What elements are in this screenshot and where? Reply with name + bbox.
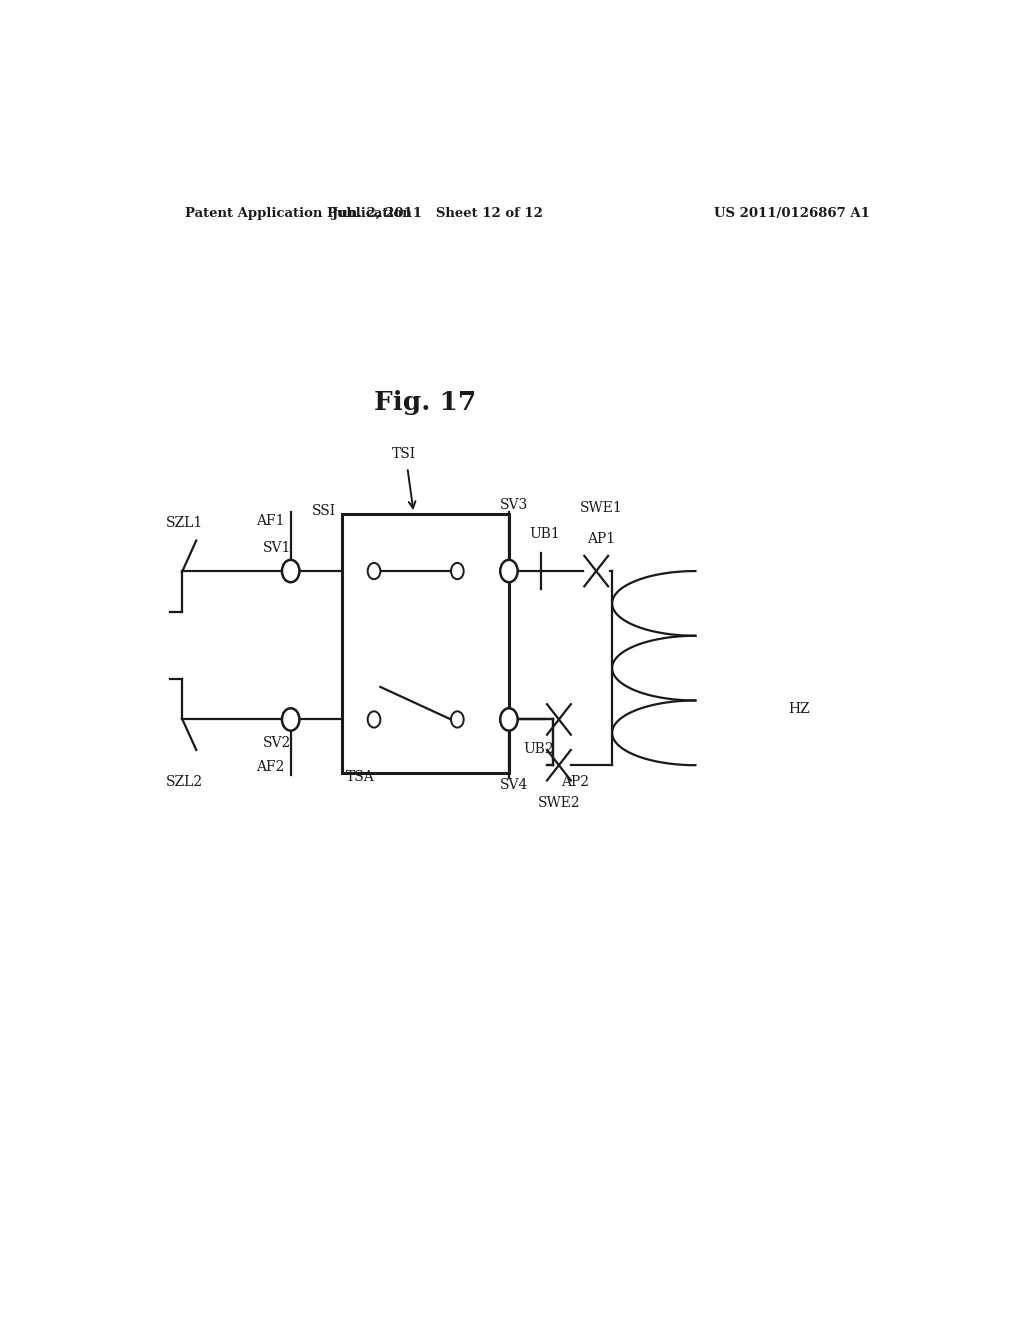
Text: AP1: AP1 bbox=[587, 532, 614, 545]
Text: Patent Application Publication: Patent Application Publication bbox=[185, 207, 412, 220]
Text: SSI: SSI bbox=[312, 504, 336, 519]
Text: AF1: AF1 bbox=[257, 515, 285, 528]
Text: SWE1: SWE1 bbox=[581, 502, 623, 515]
Circle shape bbox=[282, 709, 299, 731]
Text: Jun. 2, 2011   Sheet 12 of 12: Jun. 2, 2011 Sheet 12 of 12 bbox=[332, 207, 543, 220]
Text: SWE2: SWE2 bbox=[538, 796, 581, 809]
Text: SV3: SV3 bbox=[500, 498, 527, 512]
Text: SZL1: SZL1 bbox=[166, 516, 204, 531]
Text: AF2: AF2 bbox=[257, 760, 285, 774]
Circle shape bbox=[451, 711, 464, 727]
Text: HZ: HZ bbox=[788, 702, 810, 715]
Text: US 2011/0126867 A1: US 2011/0126867 A1 bbox=[714, 207, 870, 220]
Circle shape bbox=[282, 560, 299, 582]
Text: AP2: AP2 bbox=[561, 775, 589, 789]
Text: Fig. 17: Fig. 17 bbox=[375, 389, 477, 414]
Text: TSI: TSI bbox=[391, 447, 416, 461]
Text: SV4: SV4 bbox=[500, 779, 527, 792]
Circle shape bbox=[368, 711, 380, 727]
Circle shape bbox=[500, 709, 518, 731]
Text: SZL2: SZL2 bbox=[166, 775, 203, 789]
Text: TSA: TSA bbox=[345, 771, 374, 784]
Bar bbox=[342, 515, 509, 774]
Text: SV1: SV1 bbox=[263, 541, 291, 554]
Circle shape bbox=[500, 560, 518, 582]
Text: UB1: UB1 bbox=[529, 527, 560, 541]
Text: SV2: SV2 bbox=[263, 735, 291, 750]
Circle shape bbox=[451, 562, 464, 579]
Circle shape bbox=[368, 562, 380, 579]
Text: UB2: UB2 bbox=[523, 742, 554, 756]
